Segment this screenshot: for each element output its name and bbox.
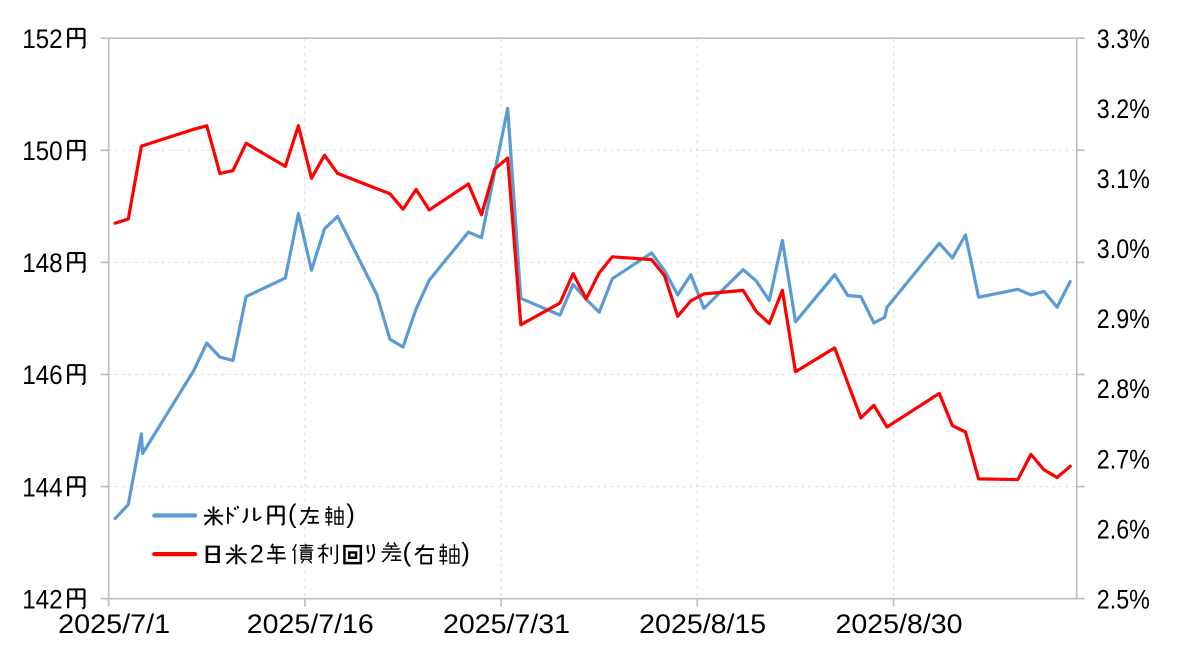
svg-text:2025/7/1: 2025/7/1 bbox=[58, 609, 170, 639]
svg-text:): ) bbox=[461, 537, 470, 567]
svg-text:3.0%: 3.0% bbox=[1097, 234, 1150, 264]
svg-text:150: 150 bbox=[22, 136, 63, 166]
svg-text:2: 2 bbox=[250, 540, 264, 568]
svg-text:2.8%: 2.8% bbox=[1097, 374, 1150, 404]
svg-text:2025/7/16: 2025/7/16 bbox=[247, 609, 374, 639]
svg-text:2.6%: 2.6% bbox=[1097, 514, 1150, 544]
svg-text:152: 152 bbox=[22, 24, 63, 54]
svg-text:2.7%: 2.7% bbox=[1097, 444, 1150, 474]
svg-text:2025/7/31: 2025/7/31 bbox=[443, 609, 570, 639]
svg-text:3.3%: 3.3% bbox=[1097, 24, 1150, 54]
svg-text:2.9%: 2.9% bbox=[1097, 304, 1150, 334]
svg-text:148: 148 bbox=[22, 248, 63, 278]
svg-text:2.5%: 2.5% bbox=[1097, 584, 1150, 614]
svg-text:3.2%: 3.2% bbox=[1097, 94, 1150, 124]
svg-text:(: ( bbox=[288, 499, 297, 529]
svg-text:142: 142 bbox=[22, 584, 63, 614]
svg-text:146: 146 bbox=[22, 360, 63, 390]
svg-text:144: 144 bbox=[22, 472, 63, 502]
svg-text:2025/8/15: 2025/8/15 bbox=[639, 609, 766, 639]
svg-text:): ) bbox=[346, 499, 355, 529]
svg-text:2025/8/30: 2025/8/30 bbox=[836, 609, 963, 639]
svg-text:3.1%: 3.1% bbox=[1097, 164, 1150, 194]
svg-text:(: ( bbox=[403, 537, 412, 567]
